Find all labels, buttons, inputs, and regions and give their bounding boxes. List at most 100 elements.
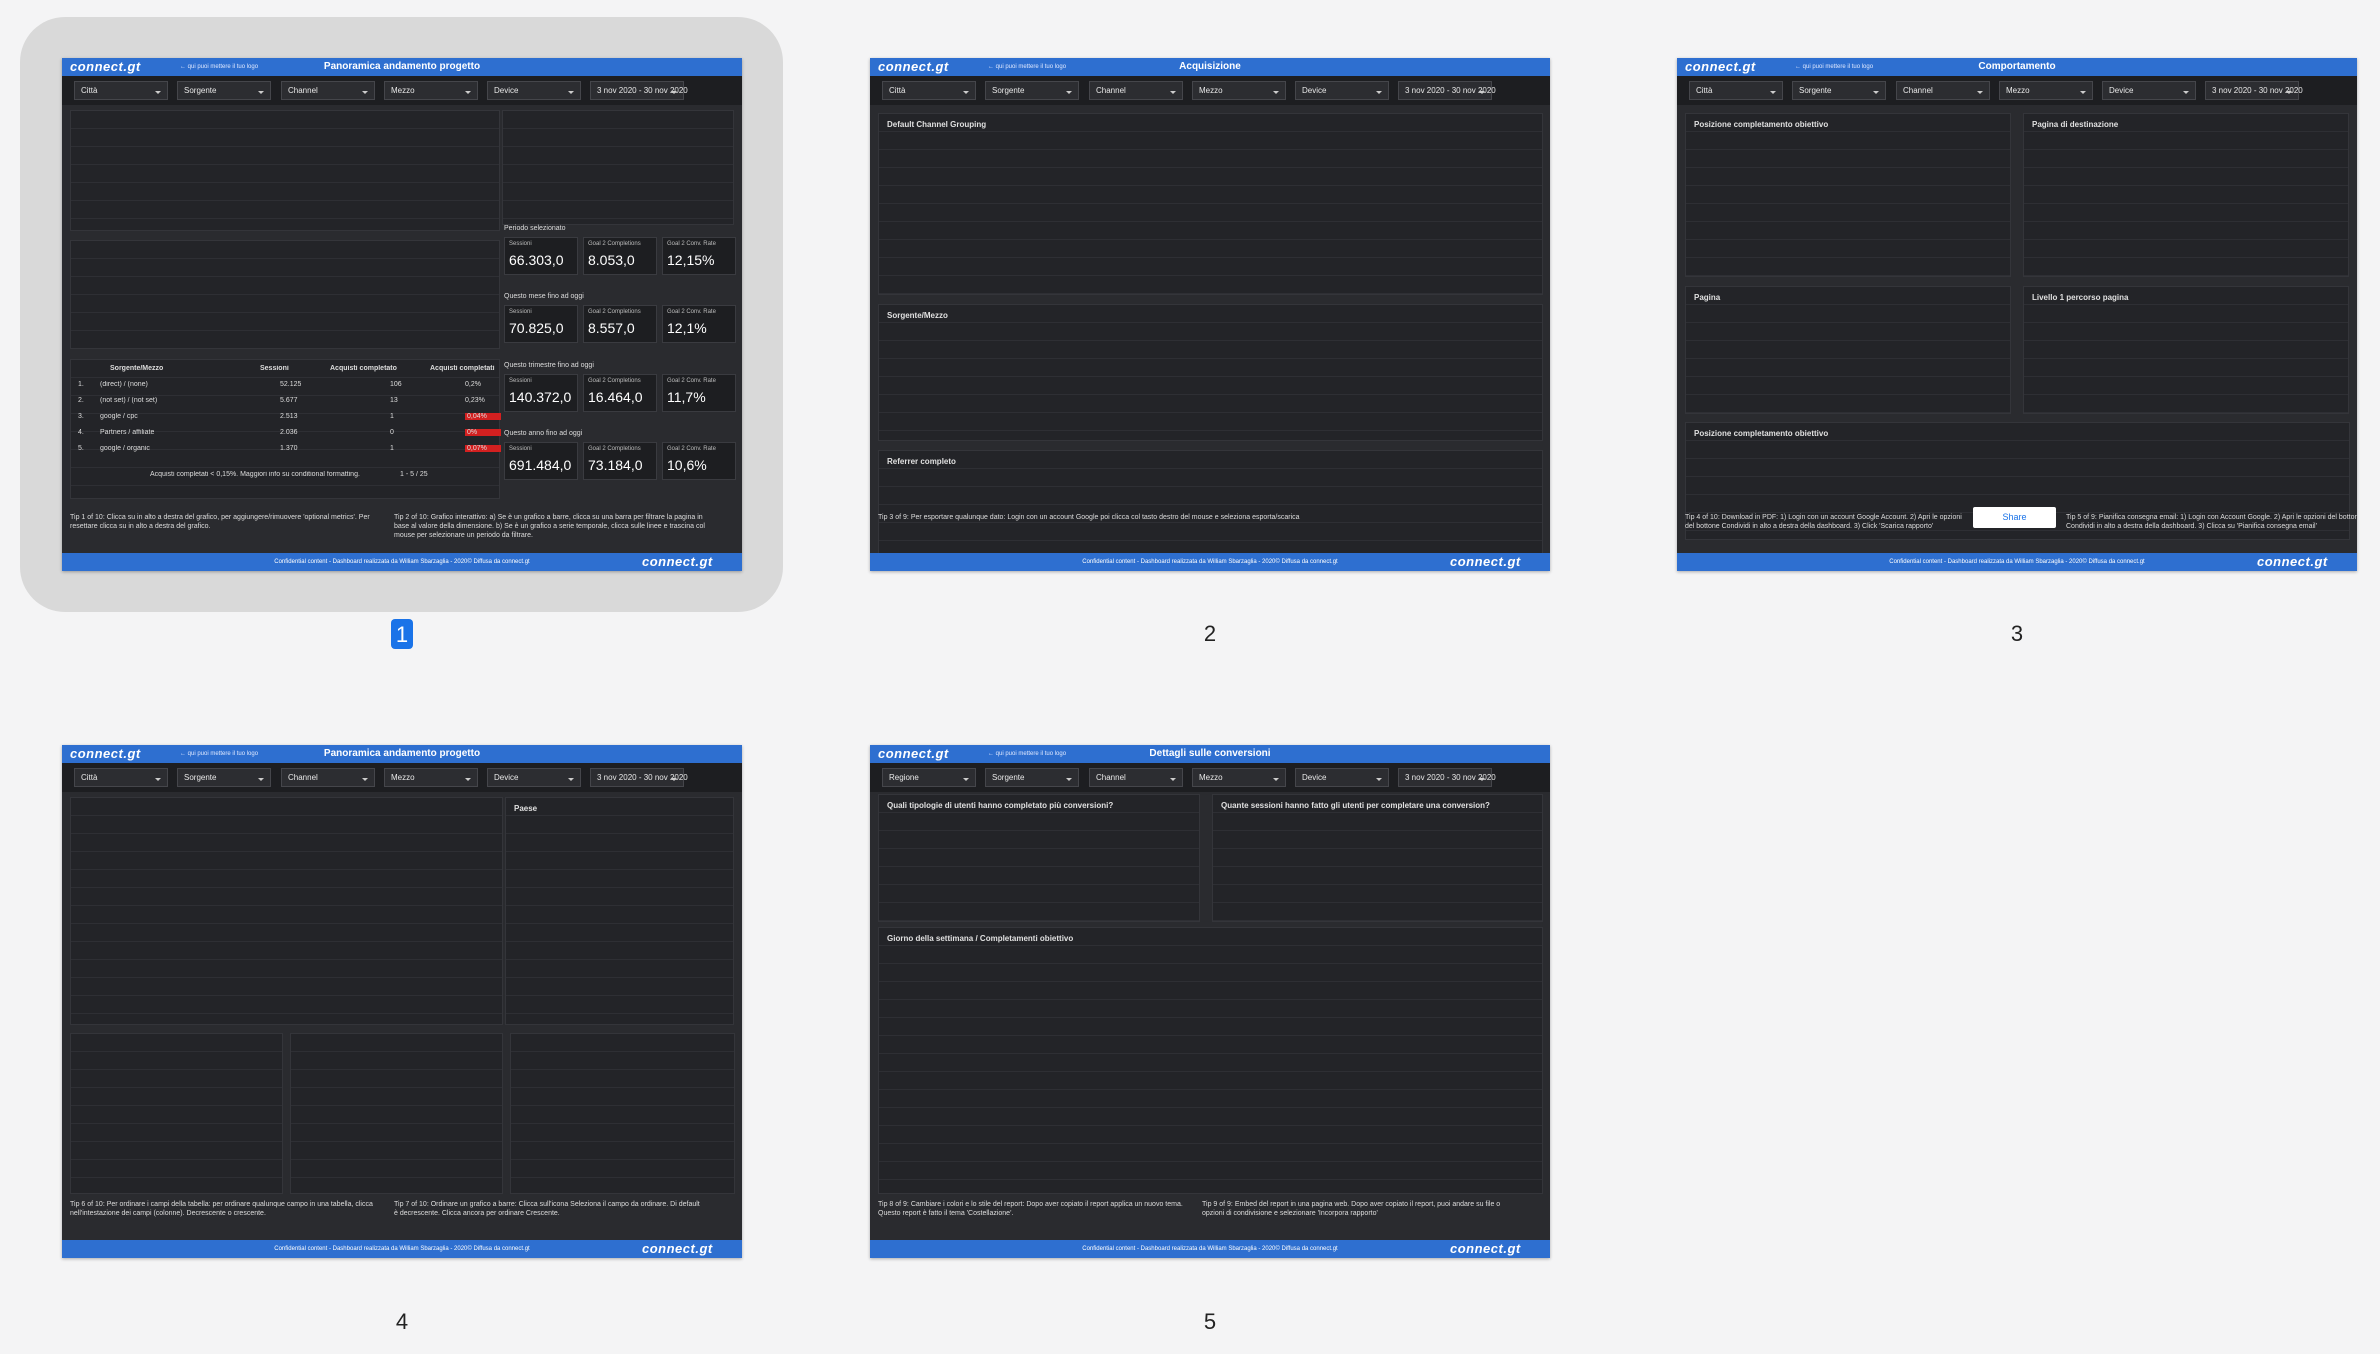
- footer-bar: Confidential content - Dashboard realizz…: [62, 553, 742, 571]
- filter-dropdown[interactable]: Channel: [1089, 81, 1183, 100]
- table-cell: 0,04%: [465, 413, 501, 420]
- panel-heading: Pagina: [1694, 293, 1721, 302]
- filter-dropdown[interactable]: 3 nov 2020 - 30 nov 2020: [590, 768, 688, 787]
- page-thumbnail[interactable]: connect.gt ← qui puoi mettere il tuo logo…: [870, 58, 1550, 571]
- footer-text: Confidential content - Dashboard realizz…: [274, 1246, 530, 1252]
- table-cell: (not set) / (not set): [100, 397, 158, 404]
- filter-dropdown[interactable]: Mezzo: [384, 81, 478, 100]
- tip: Tip 5 of 9: Pianifica consegna email: 1)…: [2066, 514, 2357, 530]
- kpi-box: Sessioni 691.484,0: [504, 442, 578, 480]
- filter-dropdown[interactable]: Regione: [882, 768, 976, 787]
- table-header: Acquisti completato: [330, 365, 397, 372]
- filter-dropdown[interactable]: Città: [1689, 81, 1783, 100]
- page-thumbnail[interactable]: connect.gt ← qui puoi mettere il tuo logo…: [870, 745, 1550, 1258]
- kpi-name: Sessioni: [509, 309, 532, 315]
- filter-dropdown[interactable]: Channel: [1896, 81, 1990, 100]
- table-cell: Partners / affiliate: [100, 429, 155, 436]
- filter-dropdown[interactable]: Sorgente: [985, 768, 1079, 787]
- pagination: 1 - 5 / 25: [400, 471, 428, 478]
- page-title: Panoramica andamento progetto: [323, 748, 481, 759]
- kpi-box: Sessioni 70.825,0: [504, 305, 578, 343]
- panel-heading: Posizione completamento obiettivo: [1694, 120, 1829, 129]
- page-title: Acquisizione: [1179, 61, 1241, 72]
- filter-dropdown[interactable]: Sorgente: [1792, 81, 1886, 100]
- panel: [290, 1033, 503, 1194]
- table-cell: google / organic: [100, 445, 150, 452]
- page-thumbnail[interactable]: connect.gt ← qui puoi mettere il tuo logo…: [62, 745, 742, 1258]
- filter-dropdown[interactable]: Device: [1295, 81, 1389, 100]
- kpi-box: Goal 2 Conv. Rate 12,1%: [662, 305, 736, 343]
- panel-heading: Referrer completo: [887, 457, 956, 466]
- filter-dropdown[interactable]: Mezzo: [384, 768, 478, 787]
- page-thumbnail[interactable]: connect.gt ← qui puoi mettere il tuo logo…: [1677, 58, 2357, 571]
- filter-bar: Città Sorgente Channel Mezzo Device 3 nov 202…: [1677, 76, 2357, 105]
- kpi-name: Goal 2 Completions: [588, 241, 641, 247]
- page-number[interactable]: 5: [1203, 1309, 1217, 1334]
- filter-dropdown[interactable]: Sorgente: [985, 81, 1079, 100]
- filter-dropdown[interactable]: Device: [1295, 768, 1389, 787]
- filter-dropdown[interactable]: Sorgente: [177, 81, 271, 100]
- panel: Sorgente/Mezzo: [878, 304, 1543, 441]
- tip: Tip 8 of 9: Cambiare i colori e lo stile…: [878, 1201, 1183, 1217]
- tip: Tip 7 of 10: Ordinare un grafico a barre…: [394, 1201, 700, 1217]
- tip: Tip 4 of 10: Download in PDF: 1) Login c…: [1685, 514, 1962, 530]
- page-thumbnail[interactable]: connect.gt ← qui puoi mettere il tuo logo…: [62, 58, 742, 571]
- panel: [70, 797, 503, 1025]
- filter-dropdown[interactable]: Città: [74, 81, 168, 100]
- filter-dropdown[interactable]: Città: [74, 768, 168, 787]
- header-bar: connect.gt ← qui puoi mettere il tuo logo…: [870, 58, 1550, 76]
- filter-dropdown[interactable]: 3 nov 2020 - 30 nov 2020: [2205, 81, 2303, 100]
- filter-dropdown[interactable]: Channel: [281, 768, 375, 787]
- panel: Default Channel Grouping: [878, 113, 1543, 295]
- panel-heading: Livello 1 percorso pagina: [2032, 293, 2129, 302]
- filter-dropdown[interactable]: Mezzo: [1192, 81, 1286, 100]
- table-cell: 0%: [465, 429, 501, 436]
- page-number[interactable]: 3: [2010, 621, 2024, 646]
- filter-dropdown[interactable]: 3 nov 2020 - 30 nov 2020: [1398, 768, 1496, 787]
- filter-dropdown[interactable]: Mezzo: [1999, 81, 2093, 100]
- table-cell: 1.: [78, 381, 84, 388]
- table-cell: 0,23%: [465, 397, 485, 404]
- page-number[interactable]: 4: [395, 1309, 409, 1334]
- filter-bar: Città Sorgente Channel Mezzo Device 3 nov 202…: [62, 763, 742, 792]
- page-number-selected[interactable]: 1: [391, 619, 413, 649]
- filter-dropdown[interactable]: Channel: [281, 81, 375, 100]
- table-cell: 4.: [78, 429, 84, 436]
- filter-dropdown[interactable]: Channel: [1089, 768, 1183, 787]
- kpi-name: Sessioni: [509, 446, 532, 452]
- header-bar: connect.gt ← qui puoi mettere il tuo logo…: [1677, 58, 2357, 76]
- filter-bar: Città Sorgente Channel Mezzo Device 3 nov 202…: [870, 76, 1550, 105]
- filter-dropdown[interactable]: Device: [487, 768, 581, 787]
- table-cell: 2.513: [280, 413, 298, 420]
- table-cell: 0: [390, 429, 394, 436]
- panel-heading: Default Channel Grouping: [887, 120, 987, 129]
- kpi-value: 12,15%: [667, 252, 715, 268]
- table-cell: 3.: [78, 413, 84, 420]
- filter-dropdown[interactable]: Sorgente: [177, 768, 271, 787]
- table-cell: 106: [390, 381, 402, 388]
- kpi-name: Goal 2 Completions: [588, 309, 641, 315]
- kpi-name: Goal 2 Conv. Rate: [667, 309, 716, 315]
- filter-dropdown[interactable]: Device: [2102, 81, 2196, 100]
- table-cell: 1: [390, 445, 394, 452]
- tip: Tip 2 of 10: Grafico interattivo: a) Se …: [394, 514, 705, 539]
- tip: Tip 3 of 9: Per esportare qualunque dato…: [878, 514, 1300, 521]
- kpi-value: 11,7%: [667, 389, 706, 405]
- filter-bar: Regione Sorgente Channel Mezzo Device 3 nov 2…: [870, 763, 1550, 792]
- header-bar: connect.gt ← qui puoi mettere il tuo logo…: [62, 745, 742, 763]
- filter-dropdown[interactable]: 3 nov 2020 - 30 nov 2020: [590, 81, 688, 100]
- filter-dropdown[interactable]: Mezzo: [1192, 768, 1286, 787]
- filter-dropdown[interactable]: 3 nov 2020 - 30 nov 2020: [1398, 81, 1496, 100]
- kpi-group-label: Questo trimestre fino ad oggi: [504, 362, 594, 369]
- panel: Pagina di destinazione: [2023, 113, 2349, 277]
- panel: [510, 1033, 735, 1194]
- panel-heading: Quali tipologie di utenti hanno completa…: [887, 801, 1114, 810]
- share-button[interactable]: Share: [1973, 507, 2056, 528]
- logo-note: ← qui puoi mettere il tuo logo: [1795, 64, 1874, 70]
- page-number[interactable]: 2: [1203, 621, 1217, 646]
- table-cell: 2.: [78, 397, 84, 404]
- filter-dropdown[interactable]: Città: [882, 81, 976, 100]
- filter-dropdown[interactable]: Device: [487, 81, 581, 100]
- panel: [70, 240, 500, 349]
